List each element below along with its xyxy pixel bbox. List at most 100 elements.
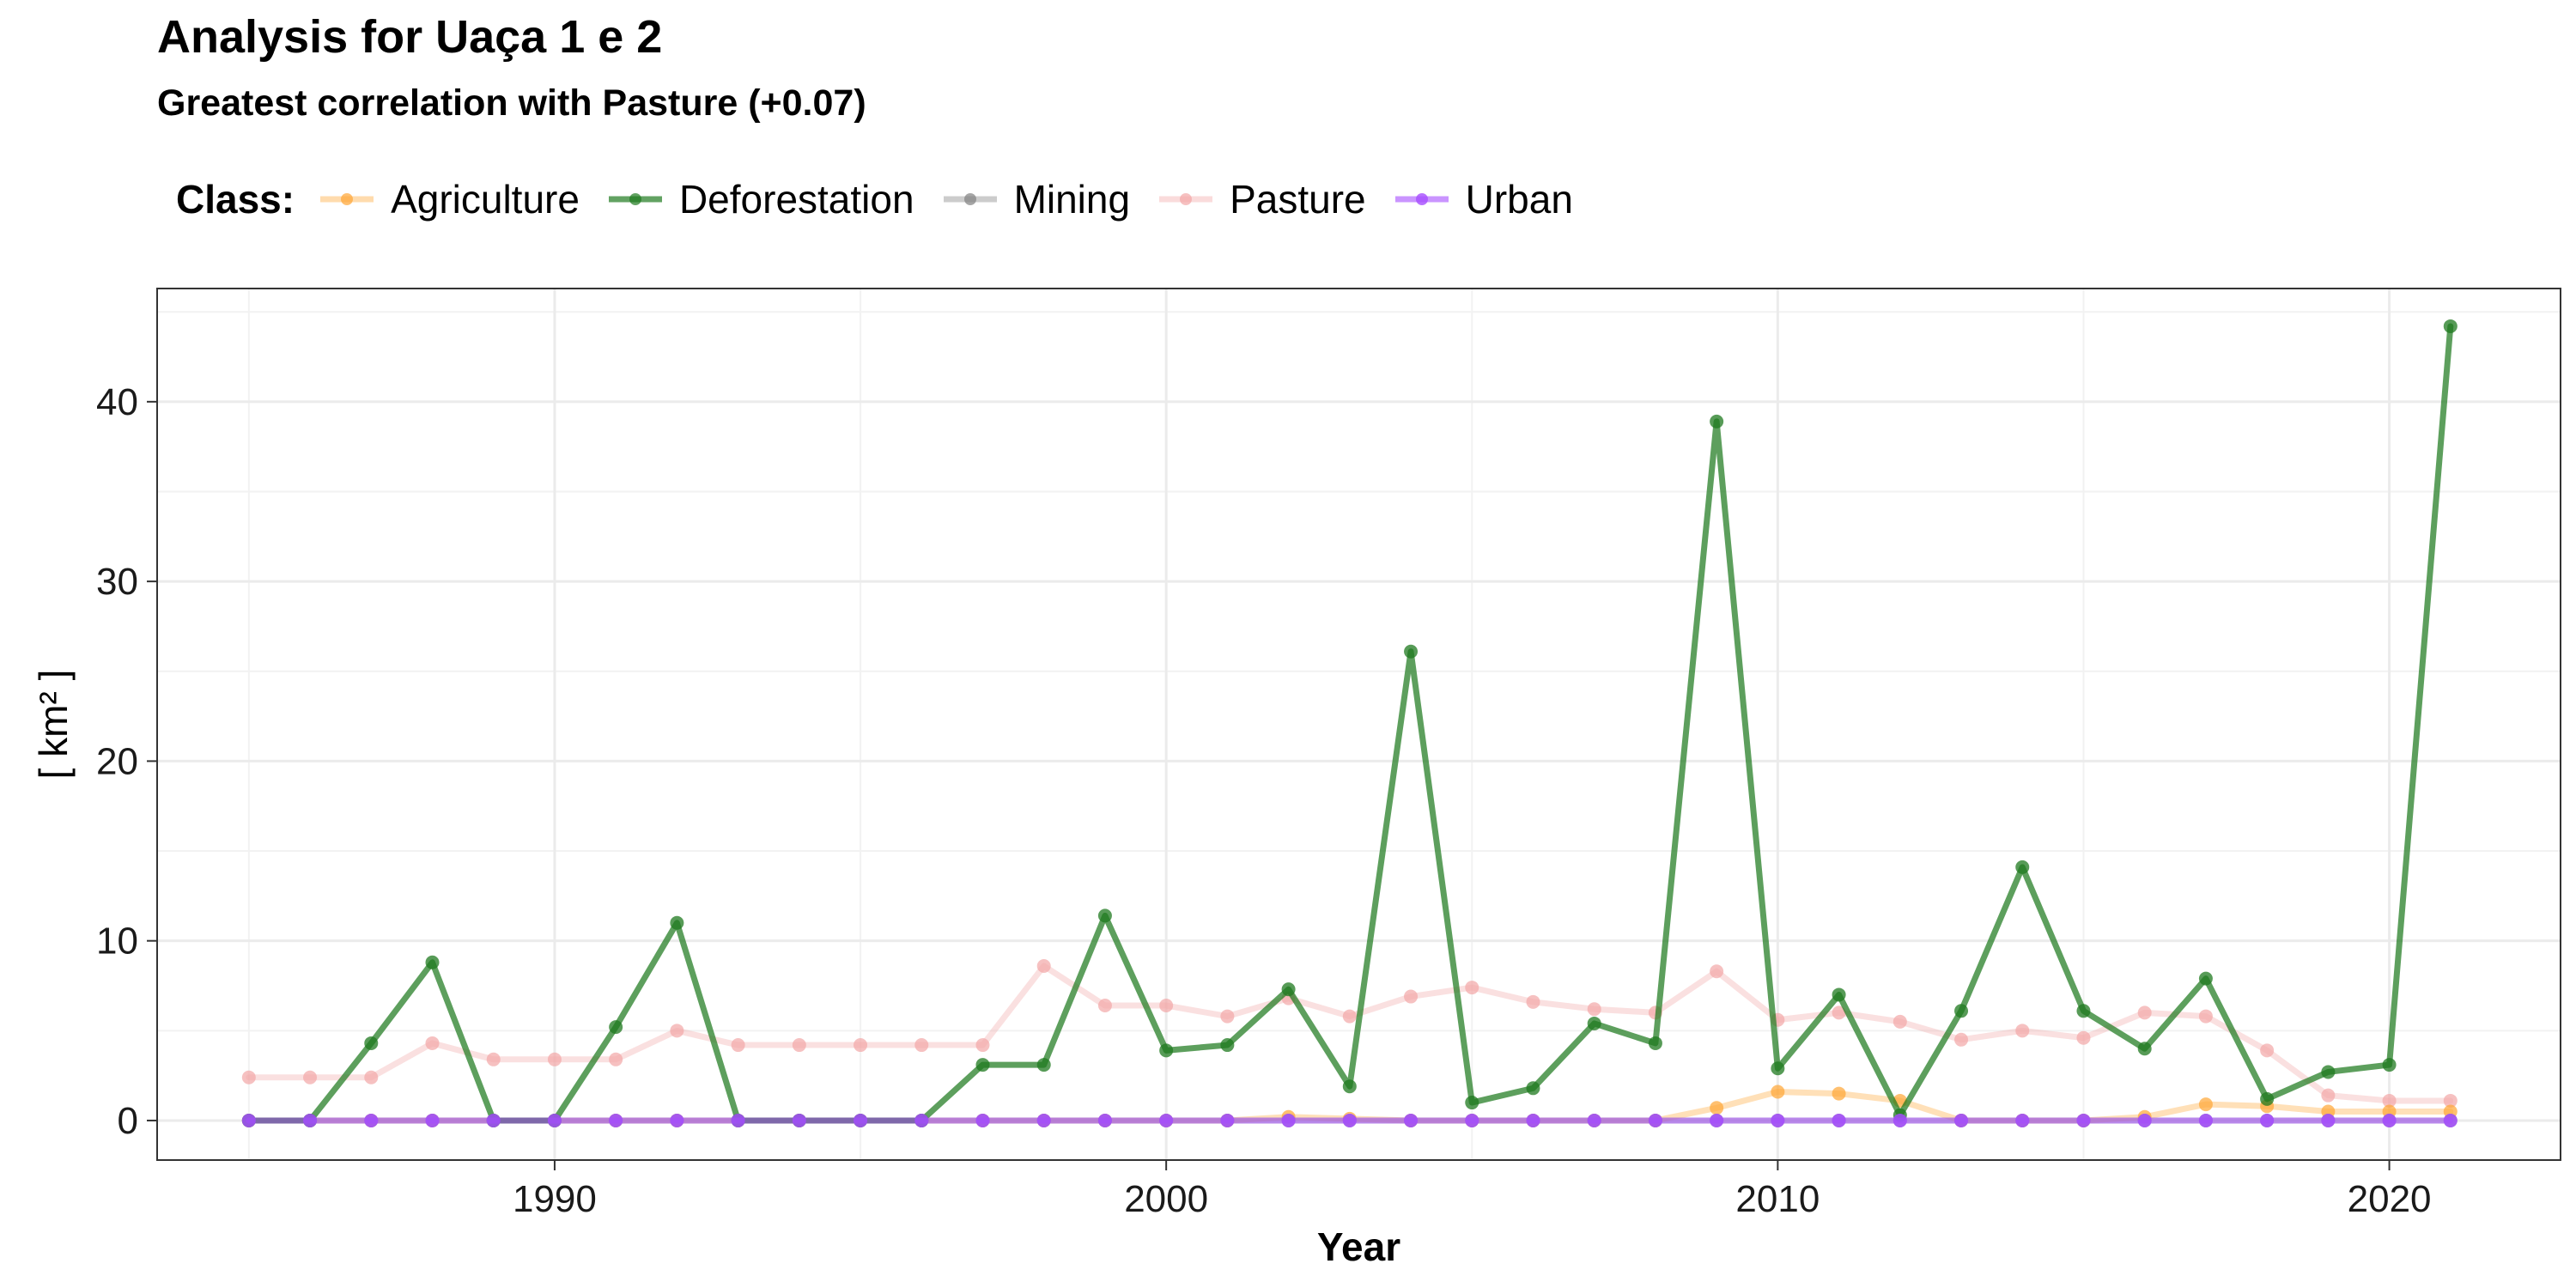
data-point-urban: [241, 1113, 256, 1127]
data-point-pasture: [1526, 994, 1540, 1009]
data-point-urban: [792, 1113, 806, 1127]
data-point-urban: [2321, 1113, 2336, 1127]
data-point-urban: [1832, 1113, 1846, 1127]
data-point-pasture: [1832, 1005, 1846, 1020]
y-tick-label: 40: [96, 381, 138, 423]
data-point-pasture: [1404, 989, 1419, 1004]
chart-title: Analysis for Uaça 1 e 2: [157, 11, 663, 63]
data-point-deforestation: [425, 955, 440, 969]
data-point-urban: [609, 1113, 623, 1127]
data-point-urban: [1281, 1113, 1296, 1127]
data-point-urban: [670, 1113, 684, 1127]
legend-item-urban[interactable]: Urban: [1392, 176, 1573, 222]
data-point-pasture: [547, 1052, 562, 1066]
legend-key-deforestation: [608, 193, 662, 205]
data-point-pasture: [2137, 1005, 2152, 1020]
data-point-pasture: [1036, 958, 1051, 973]
data-point-urban: [731, 1113, 745, 1127]
data-point-pasture: [1465, 981, 1479, 995]
data-point-pasture: [975, 1038, 990, 1053]
x-tick-label: 2000: [1124, 1178, 1208, 1220]
data-point-pasture: [1220, 1009, 1235, 1024]
data-point-pasture: [1097, 999, 1112, 1013]
data-point-agriculture: [1771, 1084, 1785, 1099]
data-point-deforestation: [2321, 1065, 2336, 1079]
data-point-deforestation: [2260, 1091, 2275, 1106]
data-point-urban: [1159, 1113, 1174, 1127]
legend-item-mining[interactable]: Mining: [940, 176, 1130, 222]
legend-item-deforestation[interactable]: Deforestation: [605, 176, 914, 222]
data-point-pasture: [2382, 1093, 2397, 1108]
data-point-deforestation: [1097, 908, 1112, 923]
data-point-deforestation: [2443, 319, 2458, 333]
data-point-urban: [364, 1113, 379, 1127]
data-point-pasture: [1893, 1014, 1907, 1029]
data-point-urban: [1893, 1113, 1907, 1127]
data-point-urban: [2443, 1113, 2458, 1127]
data-point-pasture: [731, 1038, 745, 1053]
legend-label-urban: Urban: [1465, 177, 1573, 222]
data-point-urban: [1648, 1113, 1662, 1127]
y-axis-title: [ km² ]: [31, 670, 76, 780]
data-point-pasture: [1159, 999, 1174, 1013]
data-point-deforestation: [975, 1058, 990, 1072]
data-point-deforestation: [1404, 644, 1419, 659]
data-point-pasture: [1954, 1032, 1969, 1047]
x-axis-title: Year: [1317, 1224, 1400, 1269]
legend-item-agriculture[interactable]: Agriculture: [317, 176, 580, 222]
y-tick-label: 10: [96, 920, 138, 963]
y-tick-label: 20: [96, 740, 138, 782]
data-point-urban: [2198, 1113, 2213, 1127]
legend-item-pasture[interactable]: Pasture: [1156, 176, 1366, 222]
data-point-urban: [425, 1113, 440, 1127]
legend-title: Class:: [176, 177, 295, 222]
data-point-urban: [486, 1113, 501, 1127]
data-point-pasture: [2321, 1088, 2336, 1103]
data-point-urban: [854, 1113, 868, 1127]
data-point-pasture: [2260, 1043, 2275, 1058]
data-point-pasture: [609, 1052, 623, 1066]
data-point-pasture: [1710, 964, 1724, 979]
data-point-deforestation: [1710, 414, 1724, 428]
data-point-urban: [2382, 1113, 2397, 1127]
data-point-pasture: [241, 1070, 256, 1084]
data-point-urban: [1220, 1113, 1235, 1127]
data-point-pasture: [854, 1038, 868, 1053]
data-point-pasture: [1587, 1002, 1601, 1017]
data-point-deforestation: [2076, 1004, 2091, 1018]
data-point-pasture: [2443, 1093, 2458, 1108]
data-point-pasture: [364, 1070, 379, 1084]
data-point-deforestation: [1526, 1081, 1540, 1096]
data-point-deforestation: [1281, 982, 1296, 997]
data-point-pasture: [486, 1052, 501, 1066]
data-point-urban: [2260, 1113, 2275, 1127]
data-point-deforestation: [609, 1020, 623, 1035]
legend-label-deforestation: Deforestation: [678, 177, 914, 222]
data-point-urban: [547, 1113, 562, 1127]
data-point-urban: [303, 1113, 318, 1127]
legend-key-agriculture: [320, 193, 374, 205]
legend-label-pasture: Pasture: [1230, 177, 1366, 222]
series-pasture: [241, 958, 2458, 1108]
legend-key-pasture: [1159, 193, 1213, 205]
data-point-deforestation: [2015, 860, 2030, 874]
data-point-urban: [975, 1113, 990, 1127]
data-point-pasture: [914, 1038, 929, 1053]
data-point-urban: [1465, 1113, 1479, 1127]
data-point-deforestation: [1342, 1079, 1357, 1094]
data-point-urban: [1036, 1113, 1051, 1127]
data-point-urban: [2015, 1113, 2030, 1127]
data-point-urban: [1342, 1113, 1357, 1127]
data-point-deforestation: [1648, 1036, 1662, 1050]
data-point-urban: [1954, 1113, 1969, 1127]
data-point-deforestation: [670, 915, 684, 930]
data-point-deforestation: [364, 1036, 379, 1050]
chart-subtitle: Greatest correlation with Pasture (+0.07…: [157, 82, 866, 124]
data-point-pasture: [303, 1070, 318, 1084]
y-tick-label: 30: [96, 561, 138, 603]
legend-key-urban: [1394, 193, 1449, 205]
data-point-urban: [1404, 1113, 1419, 1127]
data-point-urban: [2076, 1113, 2091, 1127]
data-point-agriculture: [1832, 1086, 1846, 1101]
